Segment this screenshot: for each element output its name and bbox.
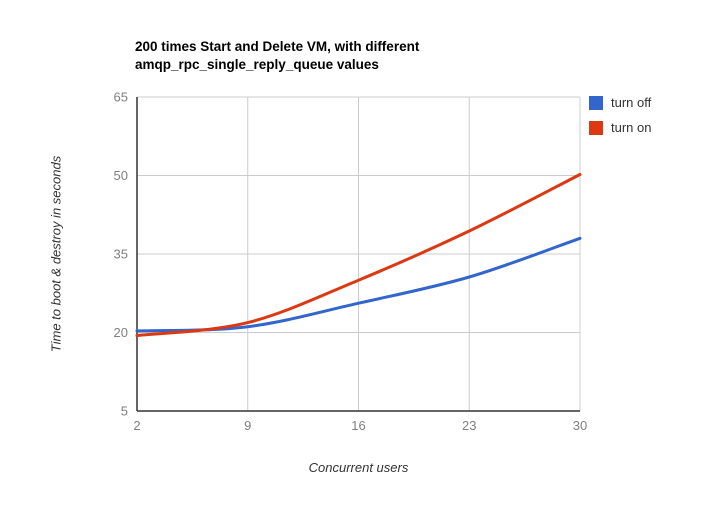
y-tick-label: 5 [121, 404, 128, 419]
x-tick-label: 23 [462, 418, 476, 433]
y-tick-label: 65 [114, 90, 128, 105]
chart-title-line-2: amqp_rpc_single_reply_queue values [135, 57, 379, 72]
legend-label-turn-on: turn on [611, 120, 652, 135]
y-tick-label: 50 [114, 168, 128, 183]
y-tick-label: 35 [114, 247, 128, 262]
y-tick-label: 20 [114, 325, 128, 340]
x-tick-label: 9 [244, 418, 251, 433]
series-line-turn-on [135, 173, 582, 338]
x-tick-label: 16 [351, 418, 365, 433]
legend-swatch-turn-on [589, 120, 603, 135]
y-axis-title: Time to boot & destroy in seconds [48, 155, 64, 353]
chart-title: 200 times Start and Delete VM, with diff… [135, 38, 419, 74]
legend-swatch-turn-off [589, 95, 603, 110]
legend-label-turn-off: turn off [611, 95, 652, 110]
legend-item-turn-on: turn on [589, 120, 651, 135]
legend-item-turn-off: turn off [589, 95, 651, 110]
chart-title-line-1: 200 times Start and Delete VM, with diff… [135, 39, 420, 54]
x-tick-label: 30 [573, 418, 587, 433]
x-axis-title: Concurrent users [308, 460, 409, 475]
x-tick-label: 2 [133, 418, 140, 433]
legend: turn off turn on [589, 95, 651, 145]
